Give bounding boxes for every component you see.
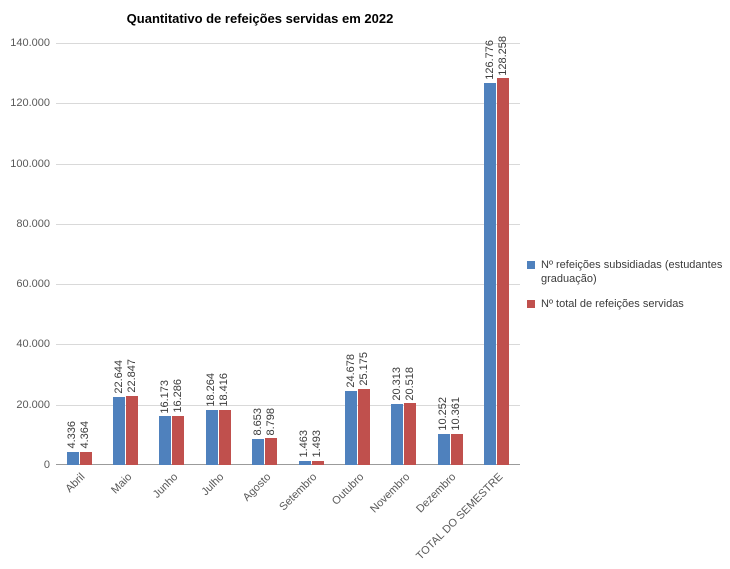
data-label: 22.644 xyxy=(112,360,125,394)
legend-item-subsidized: Nº refeições subsidiadas (estudantes gra… xyxy=(527,258,727,287)
y-axis: 0 20.000 40.000 60.000 80.000 100.000 120.000 1… xyxy=(0,37,50,471)
data-label: 16.173 xyxy=(158,379,171,414)
category-group: 4.336 4.364 xyxy=(56,43,102,465)
gridline xyxy=(56,163,520,165)
data-label: 1.463 xyxy=(298,430,311,458)
data-label: 10.252 xyxy=(437,397,450,432)
bar-total xyxy=(311,460,324,465)
bar-subsidized xyxy=(484,82,497,465)
data-label: 4.364 xyxy=(79,421,92,449)
data-label: 16.286 xyxy=(171,379,184,413)
gridline xyxy=(56,223,520,225)
gridline xyxy=(56,103,520,105)
y-tick-label: 100.000 xyxy=(10,157,50,170)
data-label: 18.264 xyxy=(205,373,218,407)
category-group: 24.678 25.175 xyxy=(334,43,380,465)
gridline xyxy=(56,284,520,286)
legend-label-subsidized: Nº refeições subsidiadas (estudantes gra… xyxy=(541,259,723,286)
bar-total xyxy=(404,403,417,465)
bar-total xyxy=(265,438,278,465)
data-label: 8.653 xyxy=(251,408,264,436)
category-group: 8.653 8.798 xyxy=(242,43,288,465)
bar-subsidized xyxy=(66,451,79,465)
bar-subsidized xyxy=(113,396,126,465)
y-tick-label: 120.000 xyxy=(10,97,50,110)
data-label: 8.798 xyxy=(264,407,277,436)
bar-subsidized xyxy=(437,434,450,465)
bar-total xyxy=(218,409,231,465)
category-group: 16.173 16.286 xyxy=(149,43,195,465)
chart-title: Quantitativo de refeições servidas em 20… xyxy=(126,11,394,26)
bar-subsidized xyxy=(298,460,311,465)
category-group: 126.776 128.258 xyxy=(474,36,520,465)
y-tick-label: 0 xyxy=(43,459,50,471)
data-label: 20.313 xyxy=(390,367,403,401)
y-tick-label: 140.000 xyxy=(10,37,50,49)
legend-item-total: Nº total de refeições servidas xyxy=(527,297,727,311)
bar-subsidized xyxy=(252,438,265,465)
data-label: 1.493 xyxy=(311,429,324,458)
y-tick-label: 20.000 xyxy=(16,398,50,411)
data-label: 18.416 xyxy=(218,372,231,407)
data-label: 10.361 xyxy=(450,397,463,431)
data-label: 128.258 xyxy=(496,35,509,76)
category-group: 20.313 20.518 xyxy=(381,43,427,465)
series-total-swatch-icon xyxy=(527,299,535,308)
bar-total xyxy=(79,451,92,465)
x-axis-line xyxy=(56,464,520,465)
bar-subsidized xyxy=(345,390,358,465)
category-group: 1.463 1.493 xyxy=(288,43,334,465)
y-tick-label: 40.000 xyxy=(16,338,50,351)
gridline xyxy=(56,43,520,44)
bar-total xyxy=(358,389,371,465)
x-axis: Abril Maio Junho Julho Agosto Setembro Outubro… xyxy=(56,466,520,566)
y-tick-label: 80.000 xyxy=(16,217,50,230)
bar-total xyxy=(497,78,510,465)
gridline xyxy=(56,404,520,406)
category-group: 18.264 18.416 xyxy=(195,43,241,465)
category-group: 22.644 22.847 xyxy=(102,43,148,465)
gridline xyxy=(56,344,520,346)
category-group: 10.252 10.361 xyxy=(427,43,473,465)
legend-label-total: Nº total de refeições servidas xyxy=(541,297,684,310)
data-label: 4.336 xyxy=(66,421,79,449)
bar-total xyxy=(172,415,185,465)
data-label: 25.175 xyxy=(357,352,370,387)
bar-total xyxy=(126,396,139,465)
data-label: 126.776 xyxy=(483,40,496,80)
bar-subsidized xyxy=(159,416,172,465)
legend: Nº refeições subsidiadas (estudantes gra… xyxy=(527,258,727,311)
data-label: 24.678 xyxy=(344,353,357,388)
plot-area: 4.336 4.364 22.644 22.847 16.173 16.286 18.264… xyxy=(56,36,520,465)
y-tick-label: 60.000 xyxy=(16,278,50,291)
bar-total xyxy=(450,433,463,465)
data-label: 22.847 xyxy=(125,359,138,394)
bar-subsidized xyxy=(205,409,218,465)
series-subsidized-swatch-icon xyxy=(527,261,535,269)
bar-subsidized xyxy=(391,403,404,465)
data-label: 20.518 xyxy=(403,366,416,401)
